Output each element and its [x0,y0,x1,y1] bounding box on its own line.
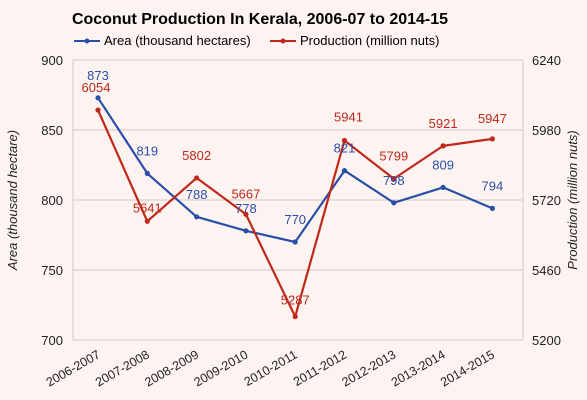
data-label: 788 [186,187,208,202]
y-right-tick-label: 5720 [532,193,561,208]
data-point [489,205,495,211]
legend-label-area: Area (thousand hectares) [104,33,251,48]
y-left-tick-label: 900 [41,53,63,68]
gridlines [72,59,524,341]
data-label: 794 [482,178,504,193]
legend-marker-production [280,38,286,44]
y-left-tick-label: 700 [41,333,63,348]
data-label: 5667 [231,186,260,201]
data-point [144,170,150,176]
data-label: 821 [334,141,356,156]
data-label: 770 [284,212,306,227]
data-point [95,95,101,101]
y-left-tick-label: 850 [41,123,63,138]
y-left-tick-label: 750 [41,263,63,278]
data-point [194,214,200,220]
data-point [440,184,446,190]
data-point [95,107,101,113]
data-point [440,143,446,149]
data-label: 5941 [334,110,363,125]
x-tick-label: 2008-2009 [142,347,201,389]
data-point [144,218,150,224]
data-label: 778 [235,201,257,216]
y-right-axis-title: Production (million nuts) [565,130,580,269]
data-point [292,239,298,245]
legend-label-production: Production (million nuts) [300,33,439,48]
data-label: 819 [136,143,158,158]
legend-marker-area [84,38,90,44]
data-label: 5641 [133,200,162,215]
x-tick-label: 2012-2013 [340,347,399,389]
data-point [194,175,200,181]
series [95,95,495,320]
x-tick-label: 2013-2014 [389,347,448,389]
legend-item-area: Area (thousand hectares) [74,33,251,48]
data-label: 5799 [379,149,408,164]
x-tick-label: 2009-2010 [192,347,251,389]
data-point [341,168,348,174]
y-left-axis-title: Area (thousand hectare) [5,130,20,271]
x-tick-label: 2010-2011 [242,347,300,389]
data-point [243,228,249,234]
x-tick-label: 2014-2015 [438,347,497,389]
x-tick-label: 2006-2007 [44,347,103,389]
y-left-ticks: 700 750 800 850 900 [41,53,63,348]
data-label: 809 [432,157,454,172]
data-label: 873 [87,68,109,83]
data-label: 5287 [281,293,310,308]
x-tick-label: 2011-2012 [291,347,349,389]
data-point [341,137,348,144]
data-label: 5802 [182,148,211,163]
y-right-tick-label: 5980 [532,123,561,138]
x-tick-label: 2007-2008 [93,347,152,389]
y-right-ticks: 5200 5460 5720 5980 6240 [532,53,561,348]
y-right-tick-label: 5460 [532,263,561,278]
data-label: 6054 [82,80,111,95]
legend: Area (thousand hectares) Production (mil… [74,33,439,48]
x-ticks: 2006-20072007-20082008-20092009-20102010… [44,347,497,389]
data-point [391,200,397,206]
data-label: 798 [383,173,405,188]
data-point [292,313,298,320]
data-point [391,176,397,182]
y-left-tick-label: 800 [41,193,63,208]
data-point [243,211,249,217]
data-label: 5921 [429,116,458,131]
data-label: 5947 [478,111,507,126]
chart-title: Coconut Production In Kerala, 2006-07 to… [72,11,448,28]
data-labels: 873 819 788 778 770 821 798 809 794 6054 5641 5802 5… [82,68,507,308]
data-point [489,136,495,142]
legend-item-production: Production (million nuts) [270,33,439,48]
y-right-tick-label: 5200 [532,333,561,348]
y-right-tick-label: 6240 [532,53,561,68]
